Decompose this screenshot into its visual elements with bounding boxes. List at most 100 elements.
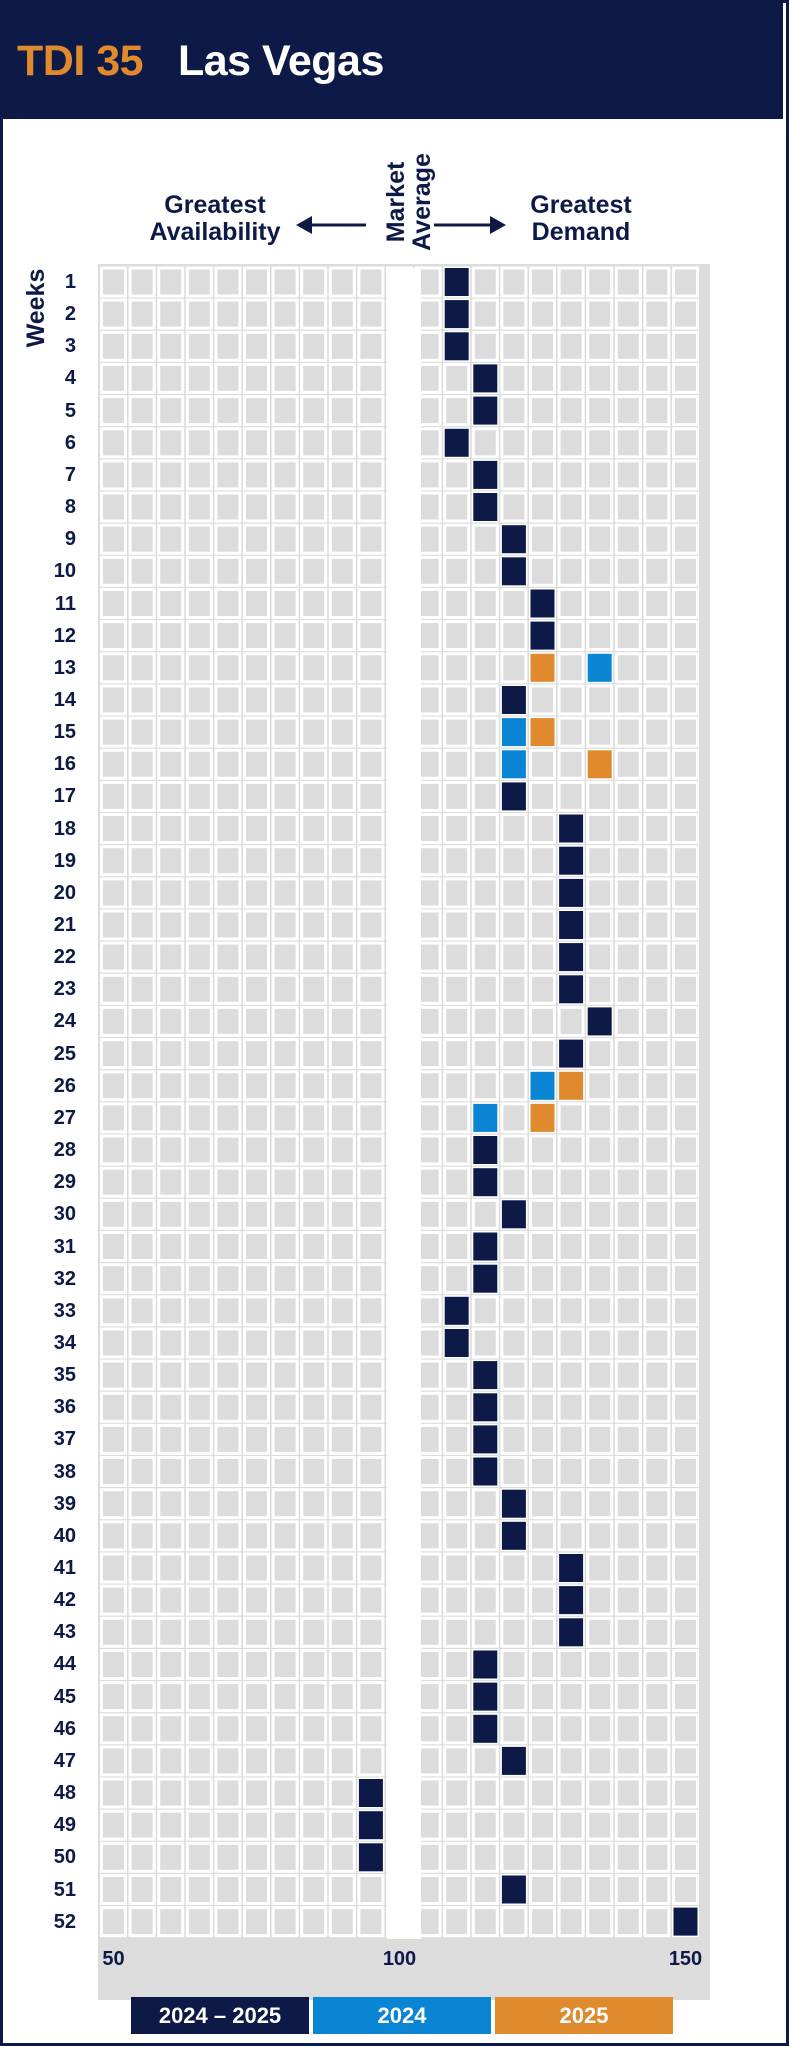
grid-cell — [529, 1295, 556, 1327]
legend-item: 2024 – 2025 — [131, 1997, 309, 2034]
data-mark-week-16 — [587, 750, 612, 779]
grid-cell — [157, 1520, 185, 1552]
grid-cell — [614, 1649, 642, 1680]
grid-cell — [614, 620, 642, 652]
grid-cell — [643, 1649, 671, 1680]
grid-cell — [557, 555, 585, 587]
grid-cell — [643, 845, 671, 877]
grid-cell — [557, 1649, 585, 1680]
grid-cell — [328, 427, 356, 459]
grid-cell — [100, 1777, 127, 1809]
grid-cell — [586, 1327, 614, 1359]
data-mark-week-7 — [473, 460, 498, 489]
grid-cell — [157, 1649, 185, 1680]
grid-cell — [328, 1649, 356, 1680]
grid-cell — [643, 459, 671, 491]
grid-cell — [157, 748, 185, 780]
grid-cell — [100, 909, 127, 941]
grid-cell — [243, 1423, 270, 1455]
grid-cell — [643, 1198, 671, 1230]
grid-cell — [243, 845, 270, 877]
grid-cell — [185, 1713, 213, 1745]
grid-cell — [128, 780, 156, 812]
grid-cell — [443, 1134, 471, 1166]
grid-cell — [185, 973, 213, 1005]
data-mark-week-27 — [473, 1103, 498, 1132]
grid-cell — [214, 1423, 242, 1455]
grid-cell — [157, 1777, 185, 1809]
grid-cell — [586, 1906, 614, 1938]
grid-cell — [614, 1745, 642, 1777]
grid-cell — [586, 298, 614, 330]
grid-cell — [243, 1713, 270, 1745]
grid-cell — [586, 266, 614, 298]
grid-cell — [471, 684, 499, 716]
grid-cell — [100, 1423, 127, 1455]
grid-cell — [100, 941, 127, 973]
grid-cell — [128, 1134, 156, 1166]
grid-cell — [300, 1777, 328, 1809]
grid-cell — [471, 877, 499, 909]
grid-cell — [271, 1423, 299, 1455]
grid-cell — [643, 1005, 671, 1037]
grid-cell — [271, 1552, 299, 1584]
label-greatest-availability: Greatest Availability — [130, 192, 300, 246]
grid-cell — [128, 877, 156, 909]
grid-cell — [586, 780, 614, 812]
grid-cell — [500, 298, 528, 330]
grid-cell — [300, 780, 328, 812]
grid-cell — [614, 1231, 642, 1262]
grid-cell — [672, 1391, 699, 1423]
grid-cell — [672, 909, 699, 941]
grid-cell — [614, 1391, 642, 1423]
grid-cell — [614, 491, 642, 523]
grid-cell — [614, 1005, 642, 1037]
grid-cell — [500, 909, 528, 941]
grid-cell — [100, 1552, 127, 1584]
grid-cell — [643, 1166, 671, 1198]
grid-cell — [500, 1263, 528, 1295]
data-mark-week-43 — [559, 1618, 584, 1647]
grid-cell — [185, 877, 213, 909]
week-label: 6 — [64, 431, 76, 454]
grid-cell — [185, 1456, 213, 1487]
week-label: 3 — [64, 335, 76, 358]
grid-cell — [586, 845, 614, 877]
grid-cell — [529, 877, 556, 909]
grid-cell — [100, 588, 127, 619]
grid-cell — [471, 1552, 499, 1584]
grid-cell — [557, 1777, 585, 1809]
grid-cell — [500, 1102, 528, 1134]
grid-cell — [185, 523, 213, 555]
grid-cell — [443, 1488, 471, 1520]
grid-cell — [643, 1809, 671, 1841]
grid-cell — [529, 555, 556, 587]
grid-cell — [128, 1263, 156, 1295]
grid-cell — [100, 1520, 127, 1552]
grid-cell — [357, 1616, 385, 1648]
grid-cell — [157, 330, 185, 362]
grid-cell — [157, 1327, 185, 1359]
grid-cell — [443, 780, 471, 812]
grid-cell — [328, 555, 356, 587]
grid-cell — [300, 395, 328, 427]
grid-cell — [271, 620, 299, 652]
week-label: 1 — [64, 271, 76, 293]
grid-cell — [643, 1456, 671, 1487]
data-mark-week-41 — [559, 1554, 584, 1582]
grid-cell — [357, 1359, 385, 1391]
week-label: 38 — [53, 1460, 76, 1483]
grid-cell — [500, 1552, 528, 1584]
grid-cell — [100, 1391, 127, 1423]
grid-cell — [529, 459, 556, 491]
grid-cell — [157, 1166, 185, 1198]
data-mark-week-40 — [501, 1521, 526, 1550]
grid-cell — [243, 1327, 270, 1359]
grid-cell — [300, 1166, 328, 1198]
grid-cell — [243, 427, 270, 459]
grid-cell — [100, 330, 127, 362]
grid-cell — [357, 1584, 385, 1616]
grid-cell — [614, 973, 642, 1005]
grid-cell — [672, 1231, 699, 1262]
grid-cell — [357, 1038, 385, 1070]
